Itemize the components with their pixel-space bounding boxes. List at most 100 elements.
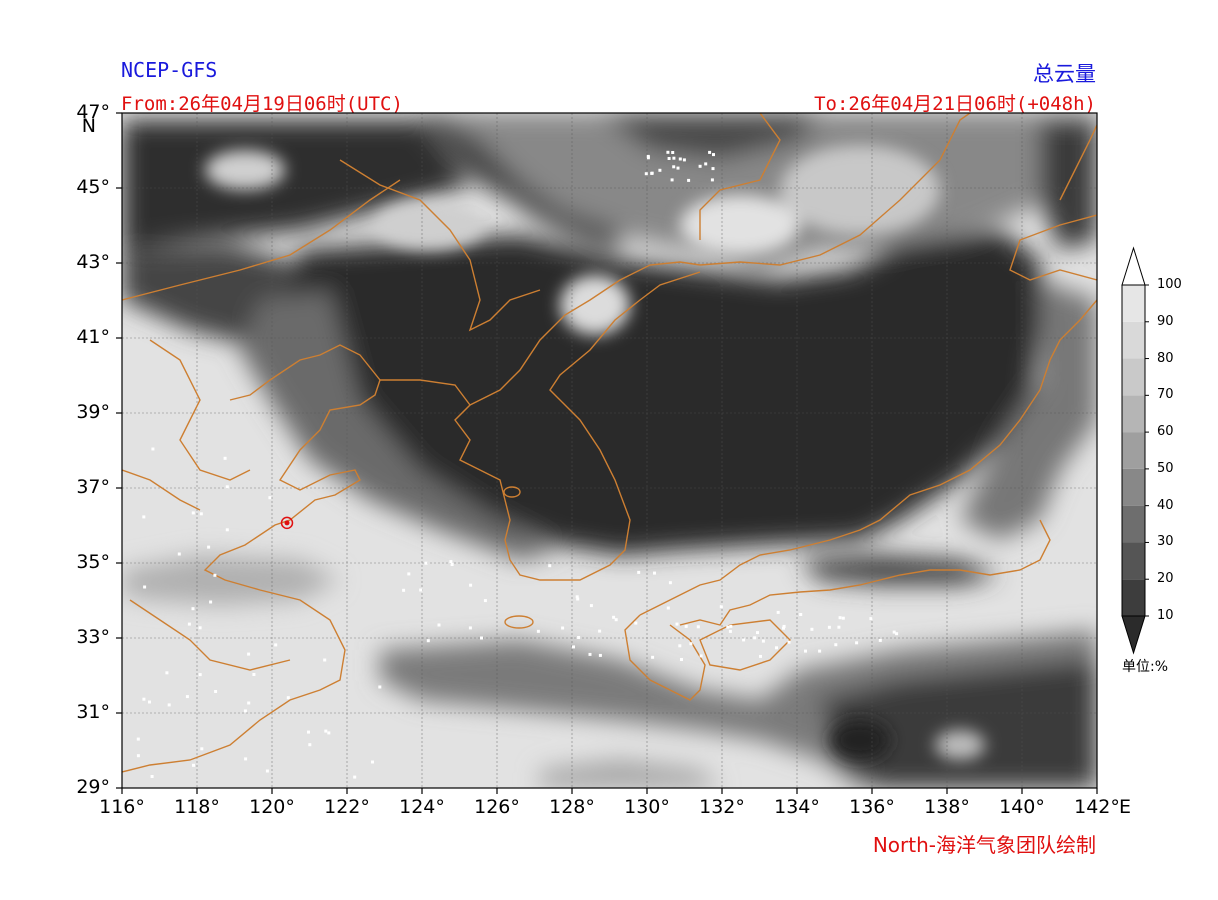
noise-dot [207, 545, 211, 549]
lon-tick-label: 130° [624, 796, 670, 818]
noise-dot [167, 703, 171, 707]
noise-dot [307, 730, 310, 734]
noise-dot [213, 573, 217, 577]
noise-dot [728, 629, 732, 633]
lon-tick-label: 142° [1074, 796, 1120, 818]
lon-tick-label: 128° [549, 796, 595, 818]
variable-title: 总云量 [1033, 62, 1096, 86]
noise-dot [804, 649, 807, 653]
noise-dot [402, 588, 406, 592]
colorbar-tick-label: 80 [1157, 350, 1174, 366]
noise-dot [719, 605, 723, 609]
noise-dot [150, 775, 154, 778]
noise-dot [469, 583, 473, 587]
noise-dot [676, 166, 680, 170]
noise-dot [324, 729, 328, 733]
noise-dot [776, 610, 780, 614]
noise-dot [668, 581, 672, 585]
noise-dot [191, 607, 195, 611]
colorbar-tick-label: 20 [1157, 571, 1174, 587]
noise-dot [268, 496, 272, 500]
noise-dot [682, 158, 686, 162]
noise-dot [634, 621, 638, 625]
noise-dot [838, 616, 842, 620]
noise-dot [637, 570, 641, 574]
noise-dot [437, 623, 441, 627]
noise-dot [575, 595, 579, 599]
colorbar-band [1122, 358, 1145, 396]
noise-dot [274, 643, 278, 647]
noise-dot [726, 625, 730, 629]
marker-ring [280, 516, 294, 530]
noise-dot [327, 731, 331, 735]
noise-dot [371, 760, 374, 764]
noise-dot [841, 616, 845, 620]
noise-dot [199, 512, 203, 516]
noise-dot [689, 642, 693, 646]
noise-dot [742, 638, 746, 642]
colorbar-tick-label: 50 [1157, 460, 1174, 476]
lon-tick-label: 120° [249, 796, 295, 818]
noise-dot [775, 646, 778, 650]
noise-dot [810, 627, 814, 631]
noise-dot [614, 618, 618, 622]
lat-tick-label: 41° [76, 326, 110, 348]
noise-dot [646, 156, 650, 160]
noise-dot [265, 769, 269, 773]
lon-tick-label: 136° [849, 796, 895, 818]
location-marker [280, 516, 294, 530]
noise-dot [426, 639, 430, 643]
noise-dot [675, 622, 679, 626]
noise-dot [827, 625, 831, 629]
noise-dot [670, 178, 674, 182]
lon-tick-label: 122° [324, 796, 370, 818]
colorbar-tick-label: 40 [1157, 497, 1174, 513]
noise-dot [667, 157, 671, 160]
lon-tick-label: 126° [474, 796, 520, 818]
noise-dot [142, 697, 146, 701]
noise-dot [449, 560, 453, 564]
lat-tick-label: 43° [76, 251, 110, 273]
noise-dot [651, 655, 655, 659]
noise-dot [878, 638, 882, 642]
map-frame [121, 112, 1098, 789]
lat-tick-label: 35° [76, 551, 110, 573]
noise-dot [577, 636, 581, 639]
noise-dot [244, 757, 248, 761]
noise-dot [572, 645, 575, 649]
noise-dot [782, 626, 785, 630]
marker-dot [284, 520, 290, 526]
noise-dot [699, 654, 703, 658]
lon-tick-label: 124° [399, 796, 445, 818]
noise-dot [589, 604, 593, 608]
colorbar-unit: 单位:% [1122, 659, 1169, 675]
lat-tick-label: 45° [76, 176, 110, 198]
noise-dot [424, 561, 428, 565]
noise-dot [286, 696, 290, 700]
noise-dot [209, 600, 213, 604]
noise-dot [136, 737, 140, 741]
model-name: NCEP-GFS [121, 58, 218, 82]
colorbar-band [1122, 505, 1145, 543]
noise-dot [243, 709, 247, 713]
colorbar-tick-label: 100 [1157, 277, 1182, 292]
noise-dot [678, 644, 682, 648]
noise-dot [834, 643, 838, 647]
lat-tick-label: 39° [76, 401, 110, 423]
noise-dot [142, 515, 146, 519]
colorbar-min-extend [1121, 615, 1146, 655]
noise-dot [576, 597, 580, 601]
noise-dot [598, 629, 602, 633]
noise-dot [650, 171, 654, 175]
noise-dot [696, 625, 700, 629]
colorbar-tick-label: 10 [1157, 608, 1174, 623]
noise-dot [165, 671, 169, 675]
lat-tick-label: 31° [76, 701, 110, 723]
noise-dot [136, 754, 140, 758]
noise-dot [588, 652, 592, 656]
noise-dot [666, 606, 670, 610]
noise-dot [247, 652, 251, 656]
lon-tick-label: 116° [99, 796, 145, 818]
lon-tick-label: 140° [999, 796, 1045, 818]
